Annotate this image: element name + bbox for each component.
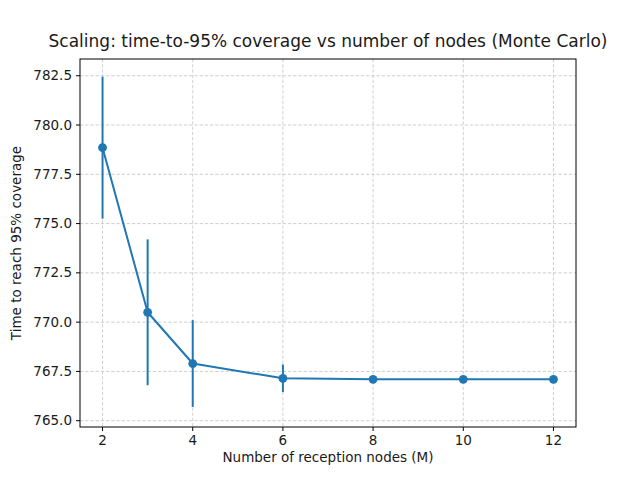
x-tick-label: 8 [369, 432, 378, 448]
tick-layer: 765.0 767.5 770.0 772.5 775.0 777.5 780.0 782.5… [33, 67, 562, 448]
x-tick-label: 12 [545, 432, 562, 448]
y-tick-label: 765.0 [33, 412, 72, 428]
data-point [143, 308, 152, 317]
data-point [549, 375, 558, 384]
y-tick-label: 777.5 [33, 166, 72, 182]
data-point [369, 375, 378, 384]
y-axis-label: Time to reach 95% coverage [8, 146, 24, 341]
data-layer [98, 77, 558, 407]
y-tick-label: 775.0 [33, 215, 72, 231]
figure: 765.0 767.5 770.0 772.5 775.0 777.5 780.0 782.5… [0, 0, 640, 480]
y-tick-label: 772.5 [33, 264, 72, 280]
x-tick-label: 4 [188, 432, 197, 448]
y-tick-label: 770.0 [33, 314, 72, 330]
y-tick-label: 780.0 [33, 117, 72, 133]
chart-title: Scaling: time-to-95% coverage vs number … [49, 31, 608, 51]
x-tick-label: 2 [98, 432, 107, 448]
grid-layer [80, 59, 576, 427]
data-point [188, 359, 197, 368]
data-point [459, 375, 468, 384]
data-point [98, 143, 107, 152]
y-tick-label: 767.5 [33, 363, 72, 379]
line-chart: 765.0 767.5 770.0 772.5 775.0 777.5 780.0 782.5… [0, 0, 640, 480]
data-line [103, 148, 554, 380]
data-point [279, 374, 288, 383]
x-tick-label: 10 [455, 432, 472, 448]
x-tick-label: 6 [279, 432, 288, 448]
x-axis-label: Number of reception nodes (M) [222, 449, 433, 465]
y-tick-label: 782.5 [33, 67, 72, 83]
